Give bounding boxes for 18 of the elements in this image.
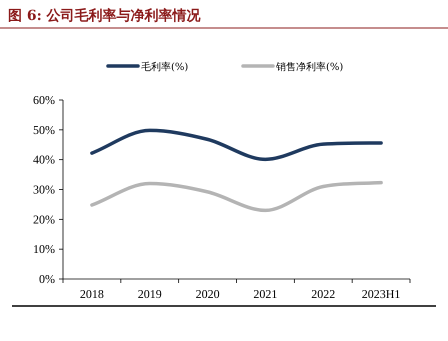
y-tick-label: 20%	[33, 212, 55, 226]
y-tick-label: 50%	[33, 122, 55, 137]
x-tick-label: 2020	[196, 287, 220, 301]
chart-title: 图 6: 公司毛利率与净利率情况	[8, 7, 202, 24]
x-tick-label: 2021	[253, 287, 278, 301]
y-tick-label: 0%	[39, 272, 55, 286]
y-tick-label: 40%	[33, 152, 55, 167]
x-tick-label: 2023H1	[362, 287, 400, 301]
x-tick-label: 2018	[80, 287, 104, 301]
legend-label: 毛利率(%)	[141, 61, 188, 73]
legend-label: 销售净利率(%)	[275, 61, 344, 73]
y-tick-label: 60%	[33, 93, 55, 107]
x-tick-label: 2022	[311, 287, 336, 301]
y-tick-label: 30%	[33, 182, 55, 196]
x-tick-label: 2019	[138, 287, 162, 301]
y-tick-label: 10%	[33, 242, 55, 256]
line-series	[90, 128, 383, 162]
line-series	[90, 180, 383, 212]
